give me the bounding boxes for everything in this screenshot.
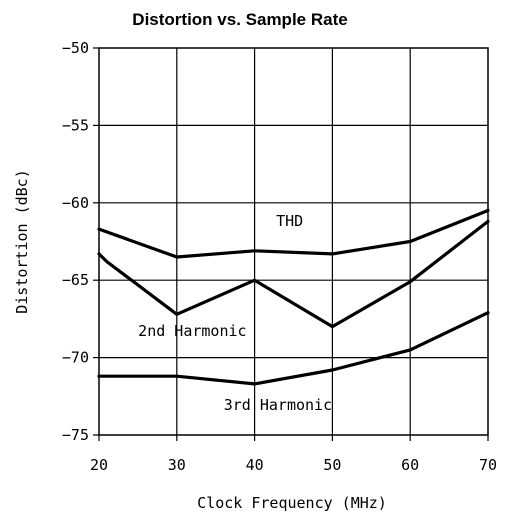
- series-lines: [97, 208, 490, 386]
- series-label-3rd-harmonic: 3rd Harmonic: [224, 396, 332, 414]
- x-tick-label: 30: [168, 456, 186, 474]
- y-tick-label: −65: [62, 271, 89, 289]
- x-tick-label: 40: [246, 456, 264, 474]
- series-line-2nd-harmonic: [97, 219, 490, 329]
- series-label-2nd-harmonic: 2nd Harmonic: [138, 322, 246, 340]
- y-tick-label: −75: [62, 426, 89, 444]
- series-line-thd: [97, 208, 490, 259]
- y-axis-label: Distortion (dBc): [13, 169, 31, 314]
- y-tick-label: −60: [62, 194, 89, 212]
- y-tick-label: −50: [62, 39, 89, 57]
- grid-lines: [99, 48, 488, 435]
- series-line-3rd-harmonic: [97, 311, 490, 386]
- x-tick-label: 50: [323, 456, 341, 474]
- chart-title: Distortion vs. Sample Rate: [132, 10, 347, 29]
- series-label-thd: THD: [276, 212, 303, 230]
- y-tick-label: −70: [62, 349, 89, 367]
- tick-labels: 20 30 40 50 60 70 −75 −70 −65 −60 −55 −50: [62, 39, 497, 474]
- x-tick-label: 70: [479, 456, 497, 474]
- x-tick-label: 20: [90, 456, 108, 474]
- x-tick-label: 60: [401, 456, 419, 474]
- x-axis-label: Clock Frequency (MHz): [197, 494, 387, 512]
- plot-frame: [98, 47, 489, 436]
- y-tick-label: −55: [62, 116, 89, 134]
